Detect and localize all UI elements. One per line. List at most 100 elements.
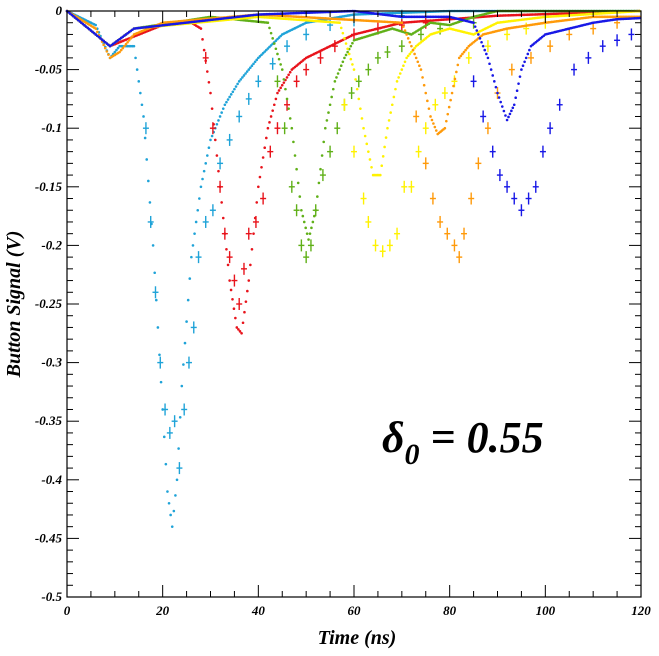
simulation-point bbox=[368, 158, 372, 161]
measured-point bbox=[351, 145, 357, 158]
simulation-point bbox=[379, 173, 382, 177]
measured-point bbox=[480, 110, 487, 123]
measured-point bbox=[236, 298, 243, 310]
measured-point bbox=[532, 180, 539, 193]
measured-point bbox=[255, 75, 262, 88]
y-tick-label: -0.15 bbox=[35, 179, 63, 194]
simulation-point bbox=[418, 64, 421, 67]
simulation-point bbox=[351, 41, 354, 45]
simulation-point bbox=[234, 316, 237, 320]
simulation-point bbox=[209, 138, 212, 142]
simulation-point bbox=[390, 103, 394, 107]
measured-point bbox=[341, 98, 348, 111]
simulation-point bbox=[247, 279, 251, 282]
simulation-point bbox=[335, 76, 338, 79]
simulation-point bbox=[201, 38, 204, 41]
simulation-point bbox=[206, 70, 209, 73]
simulation-point bbox=[143, 136, 147, 140]
simulation-point bbox=[258, 175, 262, 179]
measured-point bbox=[386, 239, 393, 252]
measured-point bbox=[221, 227, 228, 240]
simulation-point bbox=[411, 48, 415, 52]
simulation-point bbox=[118, 50, 121, 54]
simulation-point bbox=[305, 232, 309, 235]
simulation-point bbox=[443, 126, 447, 130]
simulation-point bbox=[159, 380, 163, 384]
simulation-point bbox=[426, 99, 429, 103]
delta-annotation: δ0 = 0.55 bbox=[382, 413, 544, 471]
simulation-point bbox=[367, 150, 370, 153]
simulation-point bbox=[180, 384, 184, 388]
measured-point bbox=[547, 40, 554, 53]
simulation-point bbox=[504, 114, 507, 117]
simulation-point bbox=[300, 208, 303, 212]
simulation-point bbox=[493, 80, 496, 83]
simulation-point bbox=[304, 226, 307, 230]
simulation-point bbox=[164, 462, 168, 466]
simulation-point bbox=[325, 119, 329, 122]
simulation-point bbox=[217, 119, 220, 122]
measured-point bbox=[331, 40, 338, 53]
x-tick-label: 100 bbox=[536, 603, 556, 618]
simulation-point bbox=[210, 107, 214, 110]
simulation-point bbox=[383, 145, 386, 149]
simulation-point bbox=[413, 52, 416, 56]
simulation-point bbox=[497, 96, 501, 99]
simulation-point bbox=[322, 140, 326, 144]
measured-point bbox=[298, 239, 305, 252]
measured-point bbox=[260, 192, 267, 205]
simulation-point bbox=[514, 96, 517, 100]
simulation-point bbox=[400, 68, 404, 71]
simulation-point bbox=[210, 134, 214, 138]
simulation-point bbox=[198, 197, 201, 200]
simulation-point bbox=[280, 83, 284, 87]
measured-point bbox=[226, 133, 233, 146]
simulation-point bbox=[268, 26, 271, 30]
simulation-point bbox=[140, 103, 144, 107]
simulation-point bbox=[414, 56, 418, 60]
simulation-point bbox=[413, 46, 416, 50]
measured-point bbox=[185, 356, 192, 369]
y-tick-label: -0.45 bbox=[35, 530, 63, 545]
simulation-point bbox=[485, 52, 488, 56]
measured-point bbox=[274, 75, 281, 88]
simulation-point bbox=[434, 129, 438, 132]
measured-point bbox=[590, 22, 597, 35]
simulation-point bbox=[263, 146, 267, 150]
simulation-point bbox=[406, 37, 410, 40]
simulation-point bbox=[433, 125, 437, 129]
simulation-point bbox=[225, 248, 228, 251]
simulation-point bbox=[228, 279, 231, 282]
measured-point bbox=[319, 169, 326, 182]
simulation-point bbox=[330, 95, 333, 99]
measured-point bbox=[470, 75, 477, 88]
measured-point bbox=[628, 28, 635, 41]
simulation-point bbox=[328, 103, 332, 107]
simulation-point bbox=[344, 42, 348, 45]
measured-point bbox=[293, 75, 300, 88]
measured-point bbox=[398, 40, 405, 53]
simulation-point bbox=[462, 50, 466, 54]
simulation-point bbox=[400, 21, 404, 25]
measured-point bbox=[504, 180, 511, 193]
simulation-point bbox=[483, 48, 487, 52]
simulation-point bbox=[276, 37, 279, 41]
measured-point bbox=[267, 145, 274, 158]
measured-point bbox=[152, 286, 159, 299]
simulation-point bbox=[241, 76, 244, 79]
simulation-point bbox=[307, 238, 310, 241]
simulation-point bbox=[215, 122, 219, 126]
simulation-point bbox=[265, 136, 268, 140]
measured-point bbox=[245, 92, 252, 105]
measured-point bbox=[527, 51, 534, 64]
measured-point bbox=[176, 462, 183, 475]
simulation-point bbox=[310, 226, 313, 230]
axes-layer: 0 20 40 60 80 100 120 0 -0.05 -0.1 -0.15 -0.2 -0.25 -… bbox=[35, 3, 651, 618]
simulation-point bbox=[505, 118, 509, 122]
measured-point bbox=[317, 51, 324, 64]
simulation-point bbox=[145, 158, 149, 161]
simulation-point bbox=[285, 97, 289, 101]
x-tick-label: 40 bbox=[251, 603, 266, 618]
simulation-point bbox=[271, 109, 274, 112]
measured-point bbox=[181, 403, 188, 416]
